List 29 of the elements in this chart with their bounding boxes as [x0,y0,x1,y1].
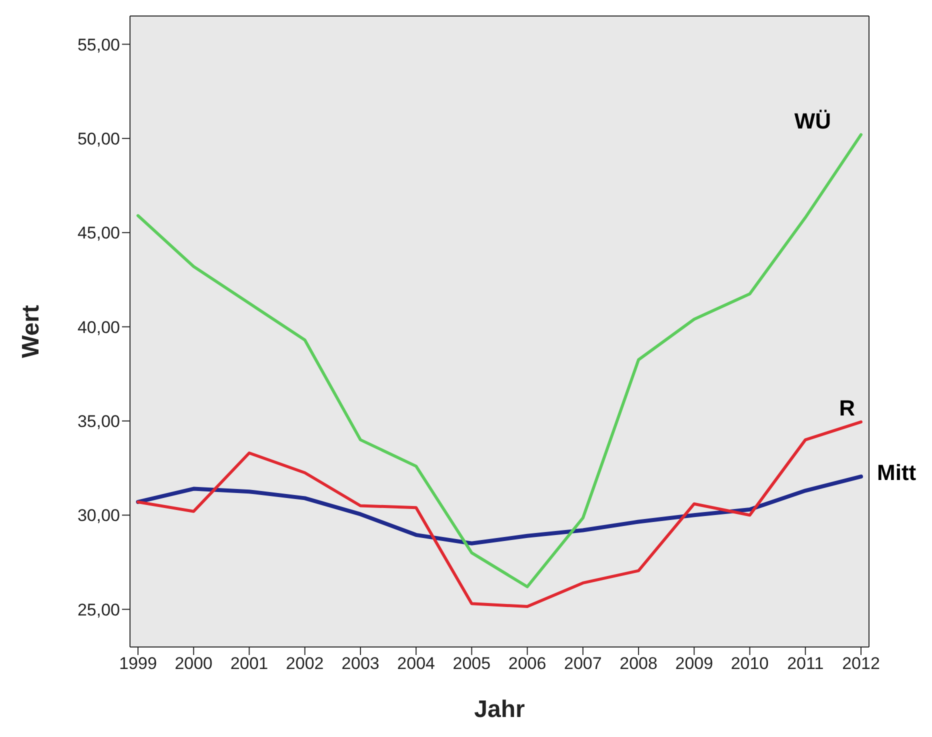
series-label: Mitt [877,460,917,486]
y-tick-label: 50,00 [77,129,120,148]
x-tick-label: 2009 [675,654,714,674]
x-tick-label: 1999 [119,654,157,674]
line-series [136,420,862,608]
y-tick-label: 30,00 [77,506,120,526]
x-tick-label: 2000 [174,654,213,674]
y-tick-label: 25,00 [77,600,120,620]
x-tick-label: 2002 [286,654,324,674]
x-axis-title: Jahr [474,696,525,723]
y-tick-label: 55,00 [77,35,120,54]
y-tick-label: 45,00 [77,224,120,243]
x-tick-label: 2010 [730,654,769,674]
x-tick-label: 2012 [842,654,880,674]
x-tick-label: 2003 [342,654,380,674]
x-tick-label: 2007 [564,654,602,674]
x-tick-label: 2008 [620,654,658,674]
series-label: R [839,396,856,421]
y-axis-title: Wert [18,305,45,358]
y-tick-label: 40,00 [77,318,120,337]
x-tick-label: 2005 [452,654,491,674]
y-tick-label: 35,00 [77,412,120,432]
line-series [136,474,863,546]
x-tick-label: 2011 [787,654,824,674]
line-series [136,133,862,588]
x-tick-label: 2001 [230,654,268,674]
series-label: WÜ [794,108,831,134]
x-tick-label: 2006 [508,654,546,674]
x-tick-label: 2004 [397,654,435,674]
